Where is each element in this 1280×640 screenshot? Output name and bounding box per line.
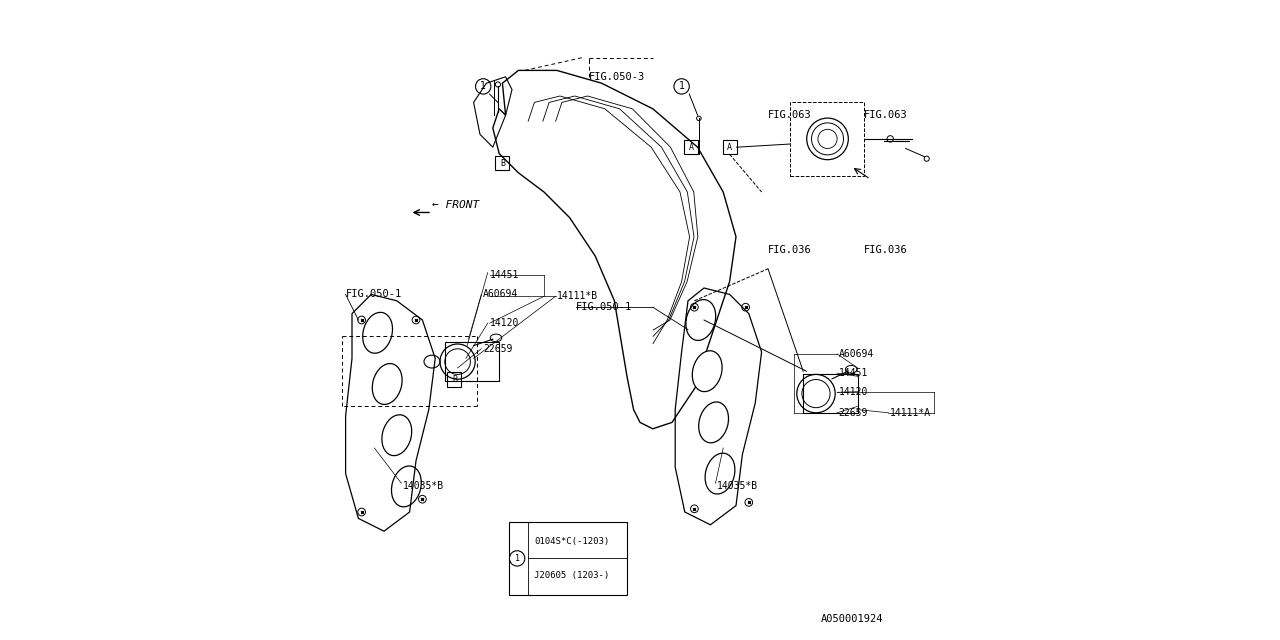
Text: A: A xyxy=(727,143,732,152)
Text: A050001924: A050001924 xyxy=(820,614,883,624)
Bar xyxy=(445,342,499,381)
Ellipse shape xyxy=(806,118,849,160)
Ellipse shape xyxy=(490,334,502,342)
Ellipse shape xyxy=(372,364,402,404)
Text: 14111*A: 14111*A xyxy=(890,408,931,418)
Ellipse shape xyxy=(440,344,475,379)
Bar xyxy=(791,102,864,176)
Text: 1: 1 xyxy=(678,81,685,92)
Ellipse shape xyxy=(381,415,412,456)
Text: A60694: A60694 xyxy=(484,289,518,300)
Text: 14111*B: 14111*B xyxy=(557,291,598,301)
Text: A60694: A60694 xyxy=(838,349,874,359)
Text: 0104S*C(-1203): 0104S*C(-1203) xyxy=(535,537,609,546)
Bar xyxy=(495,156,509,170)
Text: 14035*B: 14035*B xyxy=(717,481,758,492)
Bar xyxy=(508,522,627,595)
Text: B: B xyxy=(452,375,457,384)
Text: 1: 1 xyxy=(515,554,520,563)
Bar xyxy=(722,140,737,154)
Text: 14035*B: 14035*B xyxy=(403,481,444,492)
Bar xyxy=(804,374,858,413)
Text: FIG.063: FIG.063 xyxy=(768,110,812,120)
Ellipse shape xyxy=(699,402,728,443)
Text: FIG.050-3: FIG.050-3 xyxy=(589,72,645,82)
Ellipse shape xyxy=(686,300,716,340)
Text: 22659: 22659 xyxy=(838,408,868,418)
Text: FIG.050-1: FIG.050-1 xyxy=(346,289,402,300)
Text: 1: 1 xyxy=(480,81,486,92)
Text: J20605 (1203-): J20605 (1203-) xyxy=(535,571,609,580)
Text: A: A xyxy=(689,143,694,152)
Ellipse shape xyxy=(362,312,393,353)
Text: 14120: 14120 xyxy=(838,387,868,397)
Ellipse shape xyxy=(845,365,858,373)
Bar xyxy=(684,140,699,154)
Bar xyxy=(448,372,462,387)
Ellipse shape xyxy=(392,466,421,507)
Text: 22659: 22659 xyxy=(484,344,512,354)
Text: FIG.063: FIG.063 xyxy=(864,110,908,120)
Ellipse shape xyxy=(692,351,722,392)
Text: FIG.050-1: FIG.050-1 xyxy=(576,302,632,312)
Ellipse shape xyxy=(796,374,836,413)
Ellipse shape xyxy=(705,453,735,494)
Text: 14120: 14120 xyxy=(490,318,518,328)
Text: B: B xyxy=(500,159,504,168)
Text: ← FRONT: ← FRONT xyxy=(433,200,479,210)
Text: 14451: 14451 xyxy=(838,368,868,378)
Text: FIG.036: FIG.036 xyxy=(864,244,908,255)
Text: FIG.036: FIG.036 xyxy=(768,244,812,255)
Text: 14451: 14451 xyxy=(490,270,518,280)
